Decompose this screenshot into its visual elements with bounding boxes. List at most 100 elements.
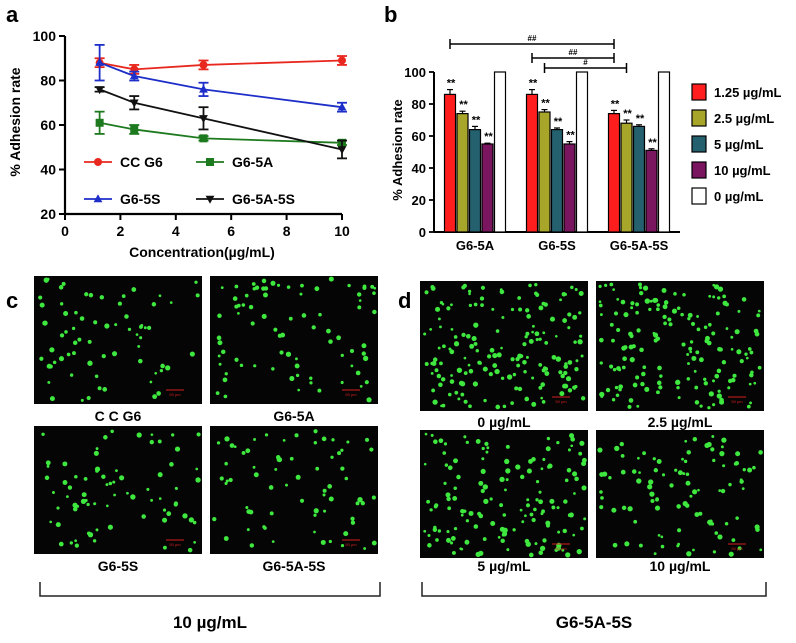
cell-dot [222,377,228,383]
cell-dot [80,398,84,402]
cell-dot [188,517,194,523]
y-tick-label: 0 [419,225,426,240]
cell-dot [192,520,197,525]
cell-dot [644,298,651,304]
cell-dot [71,326,76,331]
cell-dot [549,316,556,322]
micrograph-label: 5 µg/mL [477,558,531,574]
cell-dot [526,498,530,502]
cell-dot [652,332,659,338]
micrograph-background [420,281,588,411]
cell-dot [95,447,99,451]
cell-dot [102,387,108,392]
cell-dot [365,437,370,442]
cell-dot [561,548,565,552]
cell-dot [370,284,375,289]
y-tick-label: 40 [412,161,426,176]
cell-dot [635,375,640,380]
cell-dot [424,432,428,436]
bar [657,71,671,233]
cell-dot [712,550,717,554]
cell-dot [692,548,695,552]
cell-dot [468,510,474,516]
cell-dot [560,373,565,379]
cell-dot [481,457,485,461]
cell-dot [716,393,722,399]
cell-dot [556,506,560,510]
cell-dot [534,291,538,296]
cell-dot [328,539,332,544]
cell-dot [638,543,643,548]
bar [481,143,494,233]
cell-dot [712,458,716,463]
cell-dot [647,484,653,490]
cell-dot [92,539,97,543]
cell-dot [313,513,317,517]
cell-dot [79,316,85,321]
cell-dot [620,299,626,305]
cell-dot [65,495,69,499]
cell-dot [121,294,126,299]
cell-dot [434,368,439,373]
cell-dot [655,307,660,312]
cell-dot [656,458,662,464]
cell-dot [538,337,542,341]
cell-dot [570,285,574,290]
cell-dot [541,368,546,373]
cell-dot [52,360,57,365]
cell-dot [567,312,572,317]
cell-dot [86,395,91,401]
cell-dot [131,287,137,292]
data-label: ** [623,108,632,120]
cell-dot [430,433,434,437]
scale-bar-label: 50 µm [731,546,743,551]
cell-dot [638,471,641,474]
cell-dot [483,498,489,505]
cell-dot [713,284,720,290]
cell-dot [538,499,544,505]
scale-bar-label: 50 µm [345,392,357,397]
cell-dot [652,457,656,461]
cell-dot [719,451,725,457]
cell-dot [615,393,620,398]
cell-dot [510,401,514,405]
cell-dot [140,324,144,328]
cell-dot [724,521,729,526]
cell-dot [289,456,294,461]
y-tick-label: 80 [412,97,426,112]
cell-dot [299,498,305,503]
cell-dot [500,376,505,380]
cell-dot [669,483,674,488]
cell-dot [579,334,583,338]
cell-dot [216,335,222,341]
cell-dot [637,456,640,460]
data-point [338,56,346,65]
cell-dot [46,464,50,468]
cell-dot [315,466,320,471]
cell-dot [504,458,510,465]
cell-dot [576,548,582,555]
cell-dot [117,301,122,306]
cell-dot [478,513,484,519]
cell-dot [602,471,608,477]
cell-dot [366,397,372,403]
bar-chart-legend: 1.25 µg/mL 2.5 µg/mL 5 µg/mL 10 µg/mL 0 µg/m… [691,83,782,205]
cell-dot [362,355,369,362]
legend-label: 5 µg/mL [714,137,763,152]
cell-dot [223,394,228,399]
cell-dot [538,305,544,311]
cell-dot [159,369,164,373]
cell-dot [460,381,466,387]
cell-dot [229,443,235,448]
cell-dot [486,446,490,450]
cell-dot [277,457,283,463]
cell-dot [525,331,530,336]
cell-dot [427,543,432,548]
cell-dot [642,365,647,370]
cell-dot [604,283,608,287]
cell-dot [496,352,502,358]
cell-dot [442,344,446,349]
cell-dot [471,336,477,342]
cell-dot [446,530,450,534]
